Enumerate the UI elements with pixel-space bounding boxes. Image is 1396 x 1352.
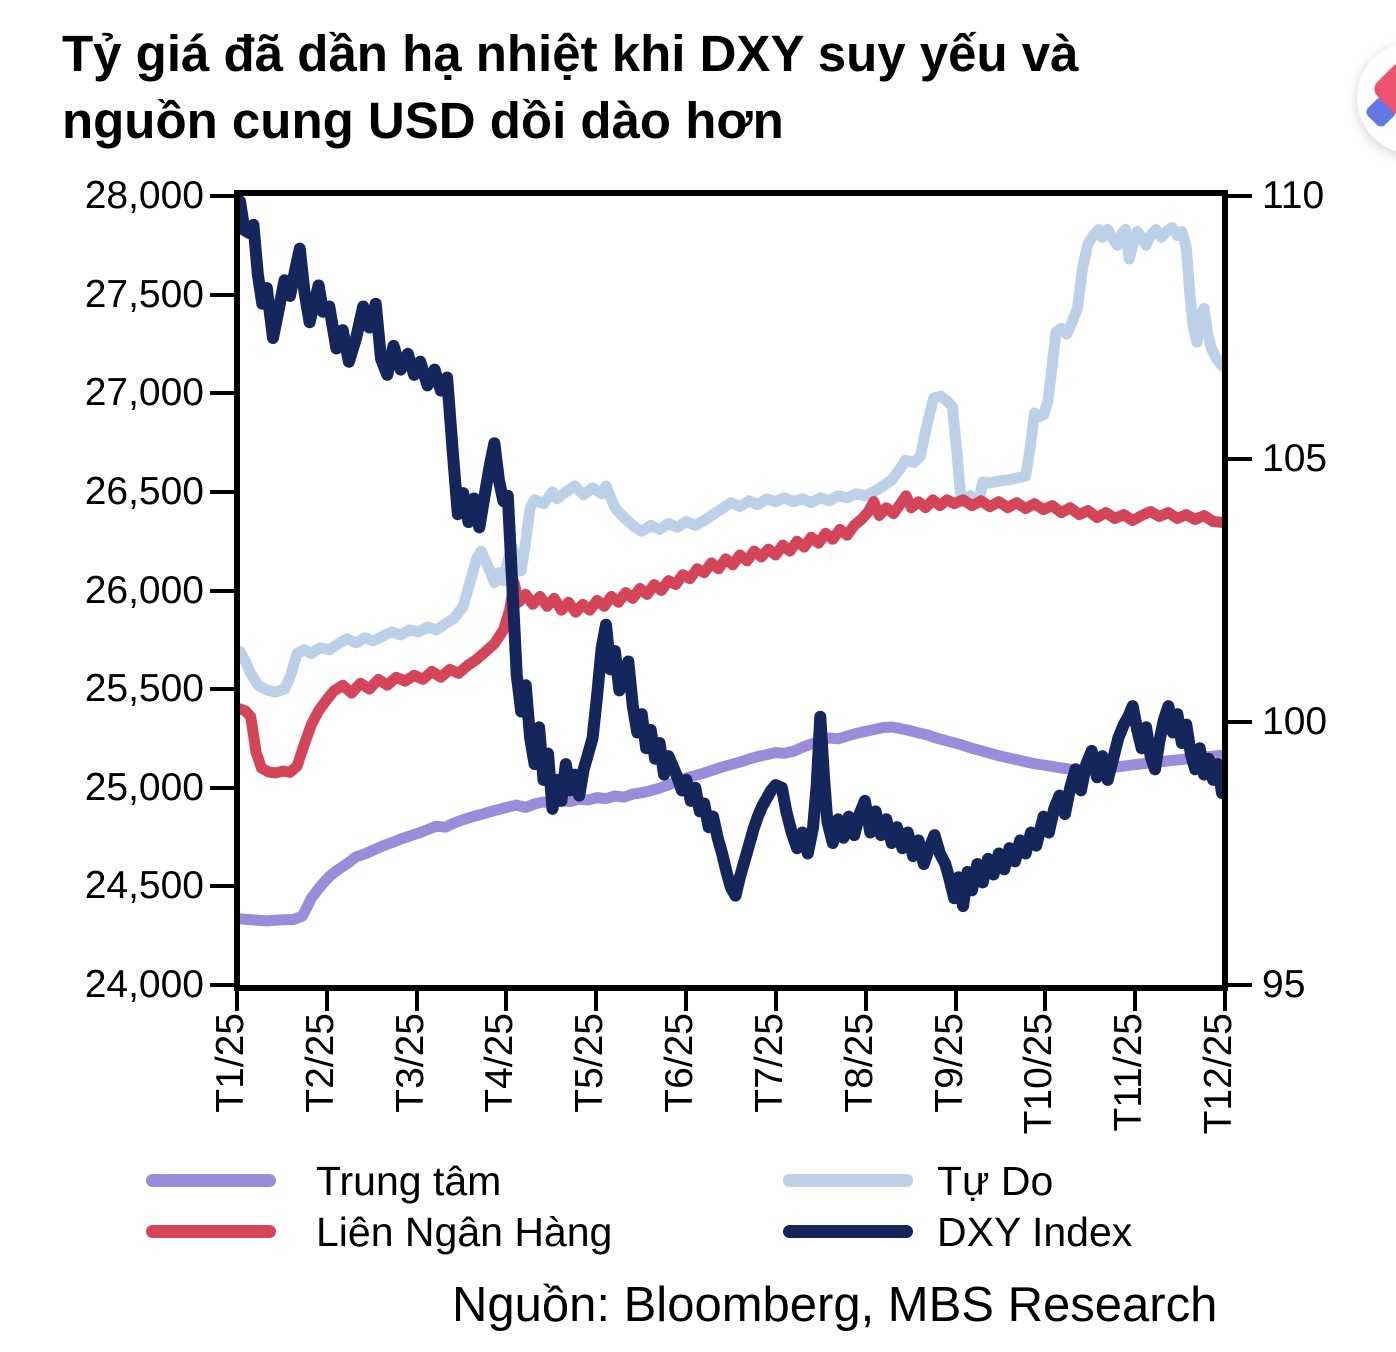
x-tick-label: T8/25 [837, 1013, 881, 1113]
x-tick-label: T5/25 [568, 1013, 612, 1113]
legend-swatch-trung-tam [146, 1174, 276, 1187]
x-tick [1133, 991, 1138, 1011]
y-left-tick [210, 194, 234, 198]
y-left-tick [210, 391, 234, 396]
y-left-tick-label: 26,500 [84, 469, 204, 513]
y-left-tick-label: 25,000 [84, 765, 204, 809]
y-left-tick [210, 687, 234, 692]
floating-logo-badge[interactable] [1357, 42, 1396, 154]
x-tick-label: T1/25 [209, 1013, 252, 1113]
series-line-1 [240, 490, 1222, 779]
y-right-tick [1228, 983, 1252, 987]
x-tick-label: T12/25 [1197, 1013, 1240, 1135]
y-left-tick [210, 983, 234, 987]
y-right-tick [1228, 720, 1252, 724]
source-note: Nguồn: Bloomberg, MBS Research [452, 1278, 1218, 1332]
chart-title-line2: nguồn cung USD dồi dào hơn [62, 92, 784, 149]
x-tick-label: T4/25 [478, 1013, 522, 1113]
legend-swatch-lien-ngan-hang [146, 1225, 276, 1238]
legend-swatch-tu-do [783, 1174, 913, 1187]
legend-label-trung-tam: Trung tâm [316, 1158, 502, 1204]
chart-title: Tỷ giá đã dần hạ nhiệt khi DXY suy yếu v… [62, 20, 1262, 154]
x-tick-label: T7/25 [747, 1013, 791, 1113]
y-right-tick [1228, 457, 1252, 461]
plot-area [234, 190, 1228, 991]
y-left-tick [210, 489, 234, 494]
x-tick [773, 991, 778, 1011]
x-tick [324, 991, 329, 1011]
legend-label-dxy-index: DXY Index [937, 1209, 1133, 1255]
x-tick [235, 991, 239, 1011]
y-left-tick [210, 785, 234, 790]
x-tick [1223, 991, 1227, 1011]
y-left-tick [210, 588, 234, 593]
x-tick [504, 991, 509, 1011]
x-tick [414, 991, 419, 1011]
x-tick-label: T2/25 [298, 1013, 342, 1113]
y-left-tick-label: 25,500 [84, 667, 204, 711]
x-tick-label: T6/25 [658, 1013, 702, 1113]
x-tick [953, 991, 958, 1011]
y-left-tick-label: 27,000 [84, 371, 204, 415]
x-tick [863, 991, 868, 1011]
y-left-tick-label: 27,500 [84, 272, 204, 316]
chart-canvas [240, 196, 1222, 927]
x-tick-label: T3/25 [388, 1013, 432, 1113]
x-tick-label: T11/25 [1107, 1013, 1151, 1132]
y-left-tick-label: 28,000 [84, 174, 204, 217]
series-line-2 [240, 222, 1222, 698]
legend-label-tu-do: Tự Do [937, 1158, 1054, 1204]
y-right-tick-label: 95 [1262, 963, 1306, 1006]
x-tick [1043, 991, 1048, 1011]
y-left-tick [210, 292, 234, 297]
x-tick-label: T10/25 [1017, 1013, 1061, 1135]
legend-label-lien-ngan-hang: Liên Ngân Hàng [316, 1209, 613, 1255]
series-line-0 [240, 721, 1222, 927]
y-left-tick-label: 26,000 [84, 568, 204, 612]
x-tick [594, 991, 599, 1011]
y-left-tick-label: 24,000 [84, 963, 204, 1006]
y-left-tick-label: 24,500 [84, 864, 204, 908]
x-tick [684, 991, 689, 1011]
x-tick-label: T9/25 [927, 1013, 971, 1113]
chart-title-line1: Tỷ giá đã dần hạ nhiệt khi DXY suy yếu v… [62, 25, 1079, 82]
y-right-tick [1228, 194, 1252, 198]
series-line-3 [240, 196, 1222, 913]
y-left-tick [210, 884, 234, 889]
y-right-tick-label: 100 [1262, 700, 1328, 743]
y-right-tick-label: 110 [1262, 174, 1325, 217]
legend-swatch-dxy-index [783, 1225, 913, 1238]
y-right-tick-label: 105 [1262, 437, 1328, 480]
